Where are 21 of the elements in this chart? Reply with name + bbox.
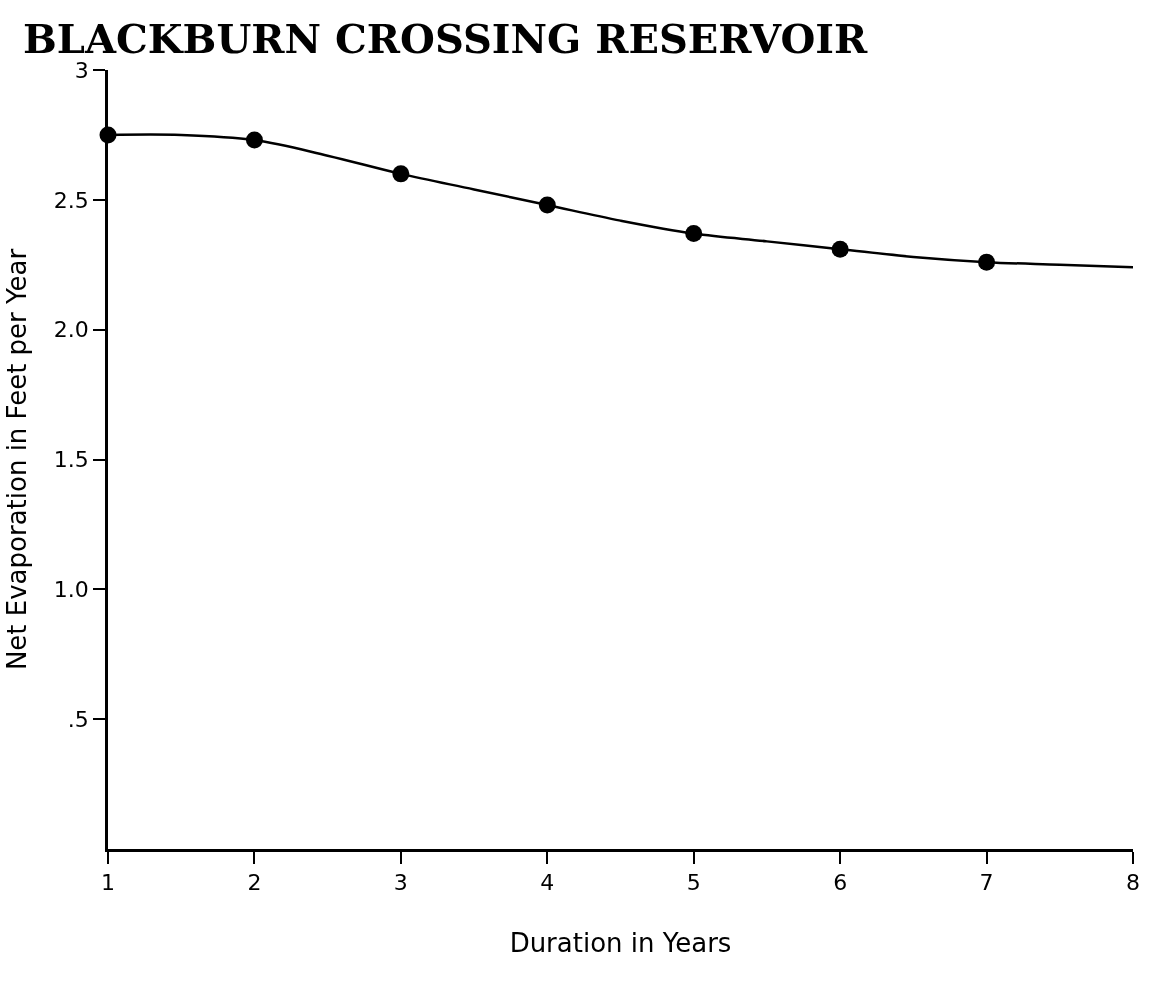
x-tick-label: 2 <box>247 870 262 896</box>
x-tick-label: 7 <box>979 870 994 896</box>
x-axis-title: Duration in Years <box>509 927 732 958</box>
y-tick-label: 2.0 <box>53 317 89 343</box>
point <box>538 196 556 214</box>
point <box>392 165 410 183</box>
x-tick-label: 8 <box>1126 870 1140 896</box>
y-tick-label: 2.5 <box>53 187 89 213</box>
x-tick-label: 3 <box>393 870 408 896</box>
x-tick-label: 6 <box>833 870 848 896</box>
x-tick-label: 1 <box>101 870 115 896</box>
y-tick-label: .5 <box>67 706 89 732</box>
x-tick-label: 5 <box>686 870 701 896</box>
x-tick-label: 4 <box>540 870 555 896</box>
point <box>685 225 703 243</box>
y-axis-title: Net Evaporation in Feet per Year <box>2 248 33 671</box>
y-tick-label: 1.5 <box>53 447 89 473</box>
point <box>245 131 263 149</box>
y-tick-label: 1.0 <box>53 577 89 603</box>
point <box>978 253 996 271</box>
point <box>831 240 849 258</box>
